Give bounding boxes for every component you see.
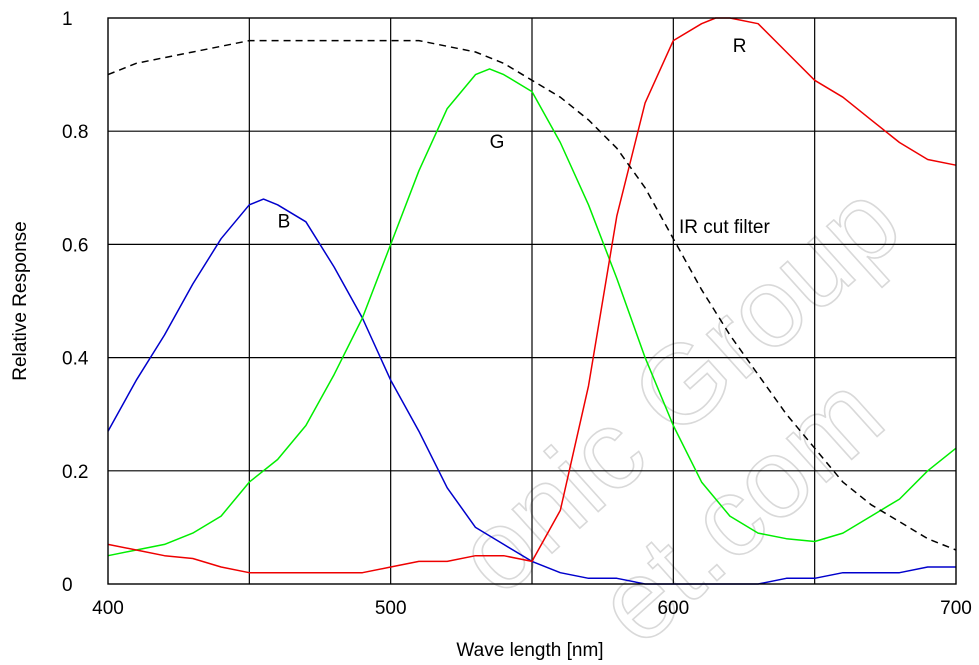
series-label-0: B — [278, 211, 291, 232]
series-labels: B G R IR cut filter — [278, 36, 771, 238]
y-tick-label: 0.4 — [62, 349, 89, 370]
y-tick-label: 0 — [62, 575, 73, 596]
grid — [108, 18, 956, 584]
x-tick-label: 400 — [92, 598, 124, 619]
x-tick-label: 500 — [375, 598, 407, 619]
series-label-3: IR cut filter — [679, 217, 770, 238]
series-label-1: G — [490, 132, 505, 153]
y-axis-label: Relative Response — [10, 221, 31, 380]
series-line-3 — [107, 39, 957, 551]
series-line-2 — [107, 17, 957, 574]
watermark: onic Group et.com — [432, 158, 924, 665]
tick-labels: 400 500 600 700 0 0.2 0.4 0.6 0.8 1 — [62, 9, 972, 619]
series-line-1 — [107, 68, 957, 557]
y-tick-label: 0.8 — [62, 122, 88, 143]
y-tick-label: 1 — [62, 9, 73, 30]
series-line-0 — [107, 198, 956, 585]
plot-frame — [107, 17, 957, 585]
x-axis-label: Wave length [nm] — [456, 640, 603, 661]
y-tick-label: 0.6 — [62, 235, 88, 256]
series-lines — [107, 17, 957, 585]
y-tick-label: 0.2 — [62, 462, 88, 483]
x-tick-label: 600 — [657, 598, 689, 619]
x-tick-label: 700 — [940, 598, 972, 619]
plot-border — [107, 17, 957, 585]
series-label-2: R — [733, 36, 747, 57]
